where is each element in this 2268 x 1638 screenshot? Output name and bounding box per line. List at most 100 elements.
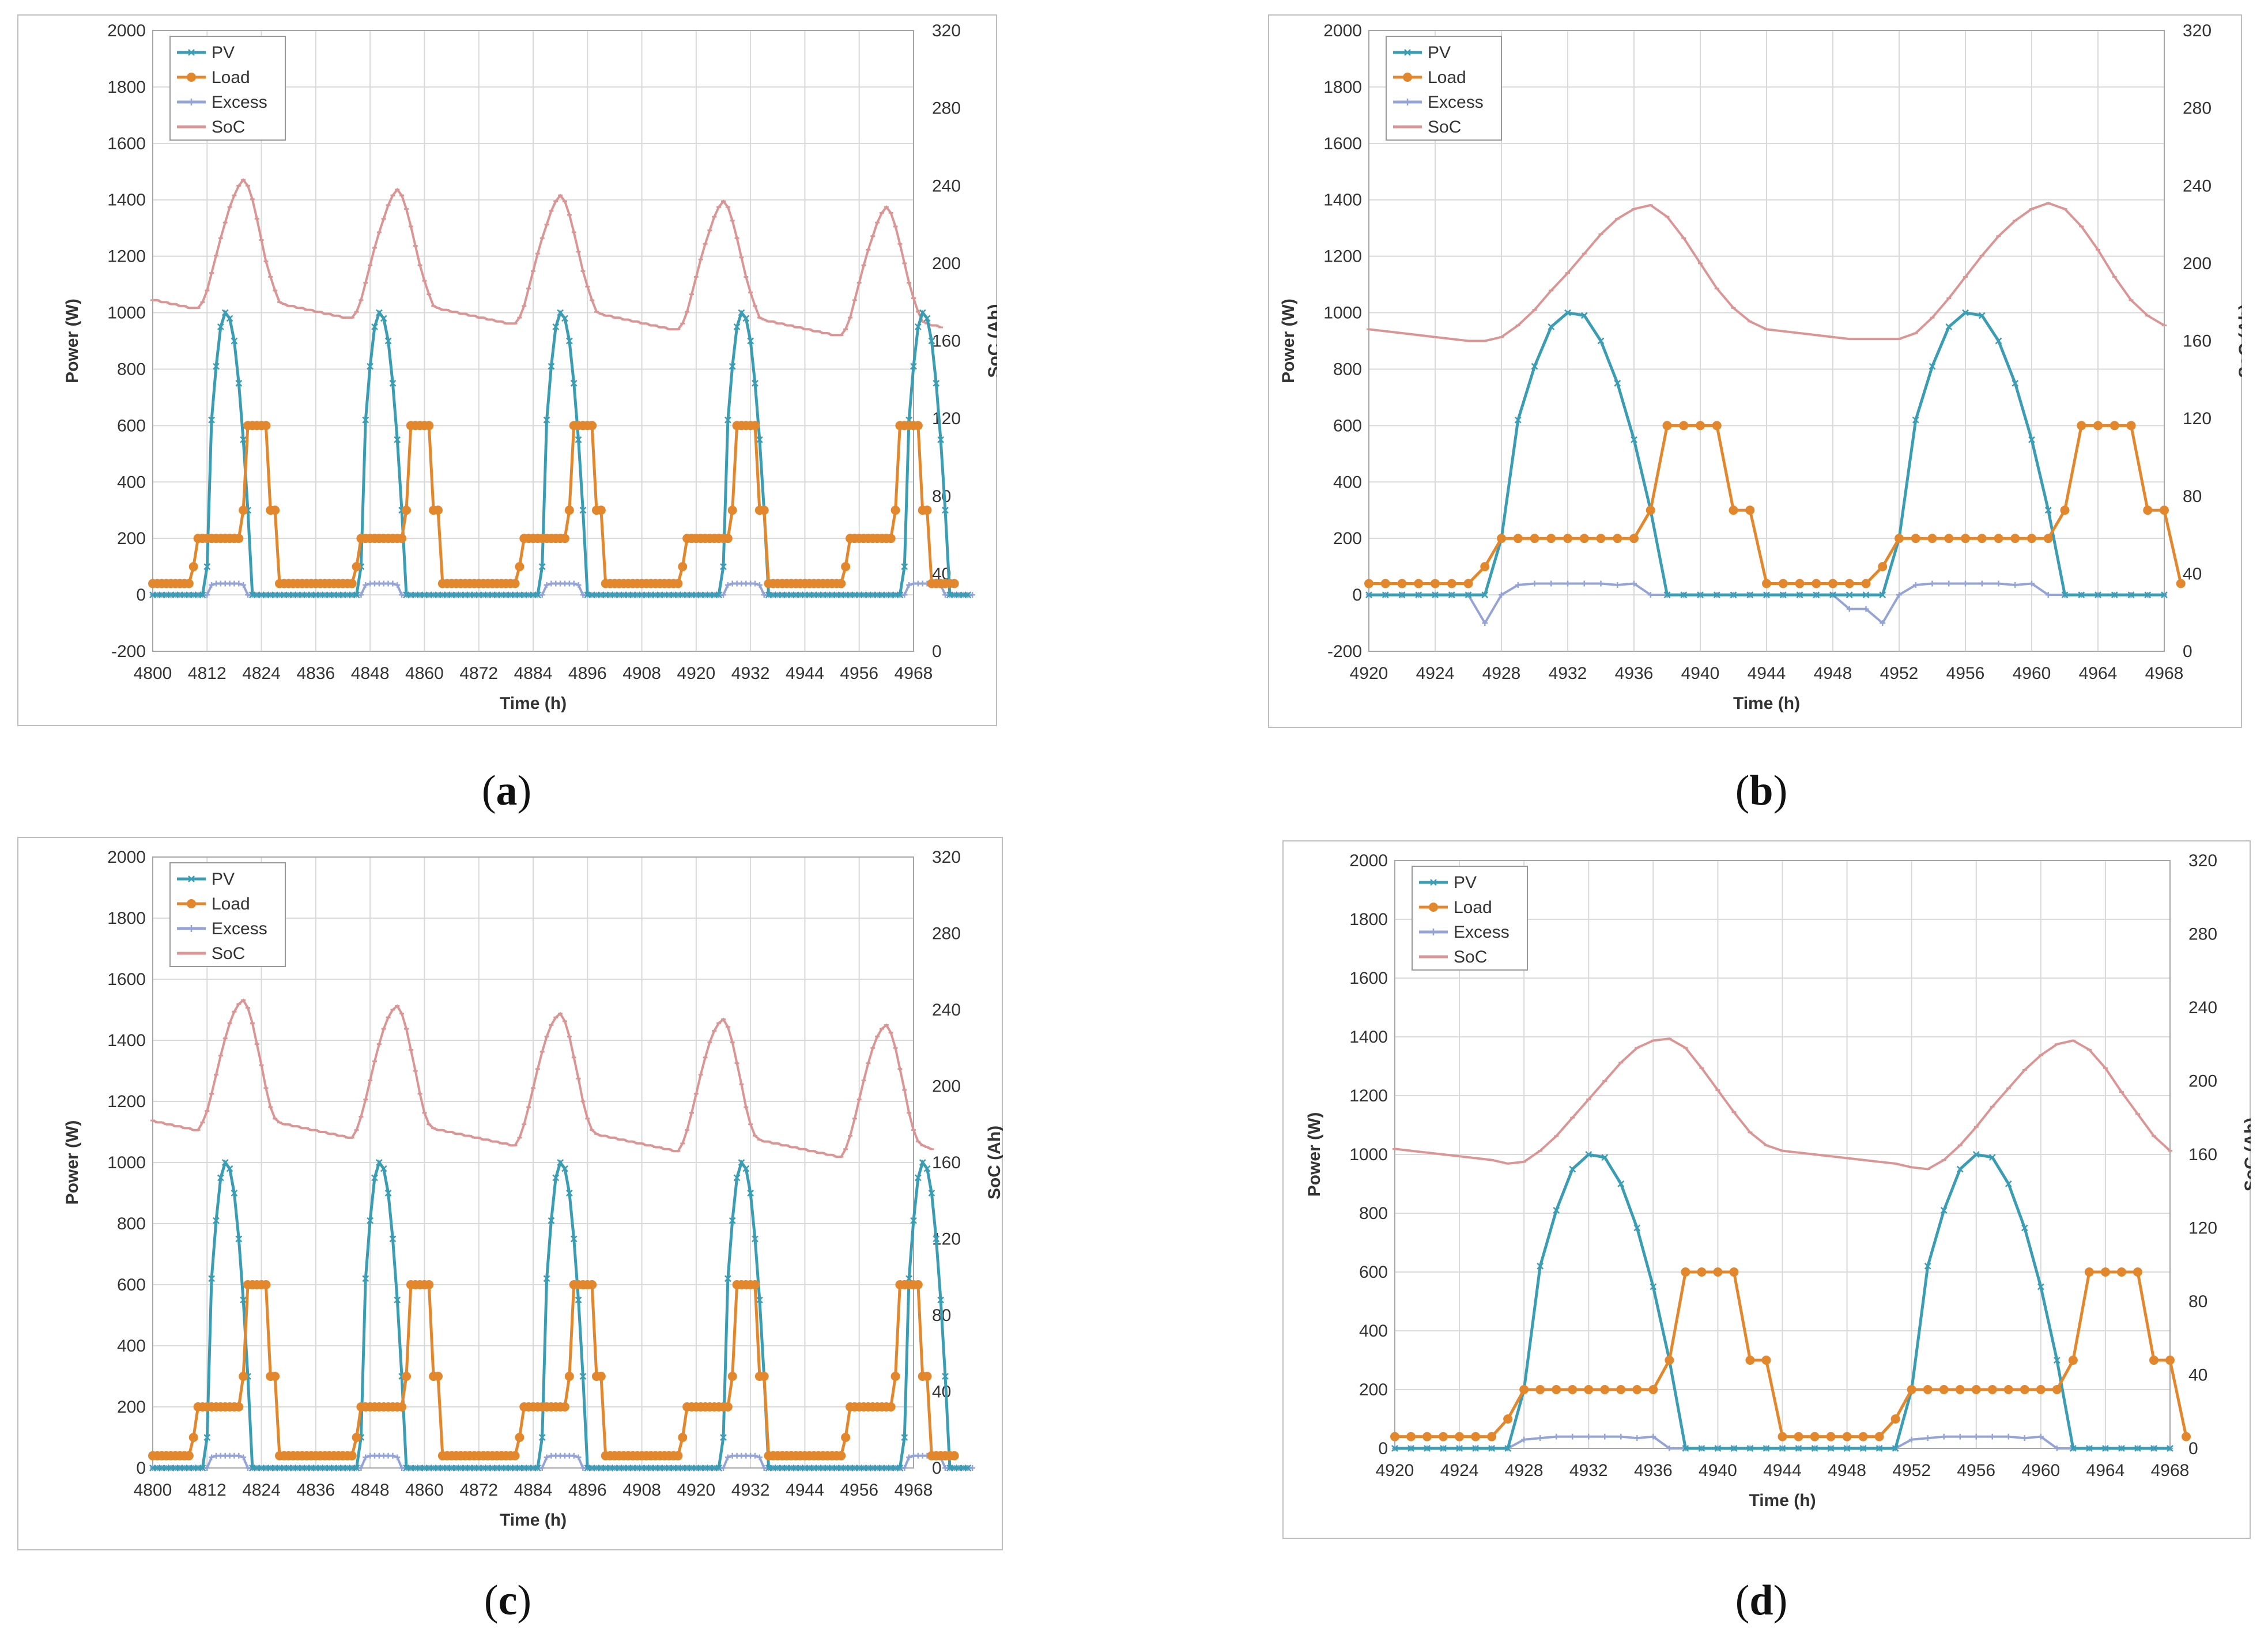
chart-c-pv-point <box>937 1296 945 1304</box>
chart-d-svg: 0200400600800100012001400160018002000492… <box>1282 840 2251 1539</box>
chart-d-pv-point <box>1763 1445 1770 1452</box>
chart-a-y2tick-label: 320 <box>932 21 961 40</box>
chart-a-pv-point <box>910 363 917 370</box>
chart-c-load-point <box>750 1280 760 1289</box>
chart-a-xtick-label: 4908 <box>622 664 661 683</box>
chart-b-pv-point <box>2095 591 2101 598</box>
chart-d-load-point <box>1503 1414 1513 1424</box>
chart-d-pv-point <box>1456 1445 1463 1452</box>
chart-a-excess-point <box>394 582 401 588</box>
chart-a-load-point <box>841 562 851 572</box>
chart-d-pv-point <box>1424 1445 1431 1452</box>
chart-a-xlabel: Time (h) <box>500 694 567 713</box>
chart-d-pv-point <box>1746 1445 1754 1452</box>
chart-a-excess-point <box>720 592 726 598</box>
chart-b-load-point <box>1745 505 1755 515</box>
chart-b-legend-label-soc: SoC <box>1428 118 1461 137</box>
chart-b-excess-point <box>1499 592 1504 598</box>
chart-c-load-point <box>673 1451 683 1460</box>
chart-d-pv-point <box>2005 1180 2012 1187</box>
chart-d-load-point <box>1519 1385 1529 1394</box>
chart-a-ytick-label: 800 <box>117 360 146 379</box>
chart-b-pv-point <box>1862 591 1870 598</box>
chart-c-pv-point <box>579 1373 587 1380</box>
chart-b-xtick-label: 4924 <box>1416 664 1455 683</box>
chart-d-load-point <box>1568 1385 1578 1394</box>
chart-a-pv-point <box>729 363 736 370</box>
chart-d-y2tick-label: 160 <box>2188 1145 2217 1164</box>
chart-a-legend-label-excess: Excess <box>212 93 267 112</box>
chart-d-pv-markers <box>1391 1151 2173 1452</box>
chart-c-load-point <box>727 1372 737 1381</box>
chart-d-load-point <box>2100 1267 2110 1277</box>
chart-b-load-point <box>1994 534 2003 544</box>
chart-b-pv-point <box>1829 591 1836 598</box>
chart-d-excess-point <box>1989 1433 1995 1440</box>
chart-a-pv-point <box>213 363 220 370</box>
chart-a-ytick-label: 1400 <box>107 191 146 210</box>
chart-a-xtick-label: 4884 <box>514 664 553 683</box>
chart-b-y2tick-label: 40 <box>2183 564 2202 583</box>
chart-a-load-point <box>397 534 407 544</box>
chart-d-y2tick-label: 280 <box>2188 925 2217 944</box>
chart-a-xtick-label: 4848 <box>351 664 390 683</box>
chart-a-y2label: SoC (Ah) <box>985 304 997 378</box>
chart-d-load-point <box>1971 1385 1981 1394</box>
chart-a-load-point <box>678 562 688 572</box>
chart-d-pv-point <box>1633 1224 1641 1232</box>
chart-a-pv-point <box>901 563 908 571</box>
chart-b-ytick-label: 1400 <box>1323 191 1362 210</box>
chart-a-excess-point <box>571 580 577 587</box>
chart-b-excess-point <box>2029 580 2035 587</box>
chart-c-y2tick-label: 240 <box>932 1001 961 1020</box>
caption-a-letter: a <box>496 767 518 814</box>
chart-b-excess-point <box>1846 606 1852 612</box>
chart-b-pv-point <box>2127 591 2135 598</box>
chart-d-load-point <box>1665 1356 1674 1365</box>
chart-b-y2tick-label: 160 <box>2183 332 2212 351</box>
chart-d-xtick-label: 4940 <box>1699 1461 1737 1480</box>
caption-c: (c) <box>484 1577 532 1624</box>
chart-a-xtick-label: 4920 <box>677 664 715 683</box>
chart-d-excess-point <box>1973 1433 1979 1440</box>
chart-b-pv-point <box>1597 337 1605 345</box>
chart-a-y2tick-label: 80 <box>932 487 951 506</box>
chart-d-excess-point <box>2005 1433 2012 1440</box>
chart-a-pv-point <box>747 337 754 345</box>
chart-b-load-point <box>2176 579 2186 588</box>
chart-a-ytick-label: 1600 <box>107 134 146 153</box>
chart-b-excess-point <box>1896 592 1902 598</box>
chart-a-pv-point <box>919 309 926 316</box>
chart-d-pv-point <box>1488 1445 1496 1452</box>
chart-a-pv-point <box>923 315 931 322</box>
chart-b-load-point <box>1679 421 1689 431</box>
chart-d-load-point <box>2036 1385 2046 1394</box>
chart-c-pv-point <box>353 1465 360 1471</box>
chart-b-legend-label-pv: PV <box>1428 43 1451 62</box>
chart-a-pv-point <box>208 416 216 424</box>
chart-b-load-point <box>1828 579 1837 588</box>
chart-d-xtick-label: 4936 <box>1634 1461 1673 1480</box>
chart-d-load-point <box>1858 1432 1868 1441</box>
chart-d-load-point <box>1390 1432 1399 1441</box>
chart-b-plot-area <box>1368 30 2165 652</box>
chart-b-load-point <box>1961 534 1970 544</box>
chart-c-excess-point <box>901 1465 908 1471</box>
chart-a-load-point <box>750 421 760 431</box>
chart-panel-a: -200 0 200 400 600 800 1000 1200 1400 1600 1800 200… <box>17 14 997 726</box>
chart-b-legend-marker-load <box>1403 73 1412 82</box>
chart-c-pv-point <box>221 1159 229 1166</box>
chart-a-pv-markers <box>149 309 972 598</box>
chart-a-pv-point <box>565 337 573 345</box>
chart-c-load-point <box>723 1402 733 1411</box>
chart-c-load-point <box>890 1372 900 1381</box>
chart-c-pv-point <box>557 1159 564 1166</box>
chart-b-load-point <box>1546 534 1556 544</box>
chart-d-load-point <box>1794 1432 1803 1441</box>
chart-d-pv-point <box>2069 1445 2077 1452</box>
chart-b-excess-point <box>1912 582 1919 588</box>
chart-b-y2tick-label: 320 <box>2183 21 2212 40</box>
chart-a-ytick-label: 200 <box>117 529 146 548</box>
chart-a-svg: -200020040060080010001200140016001800200… <box>17 14 997 726</box>
chart-c-load-point <box>402 1372 411 1381</box>
